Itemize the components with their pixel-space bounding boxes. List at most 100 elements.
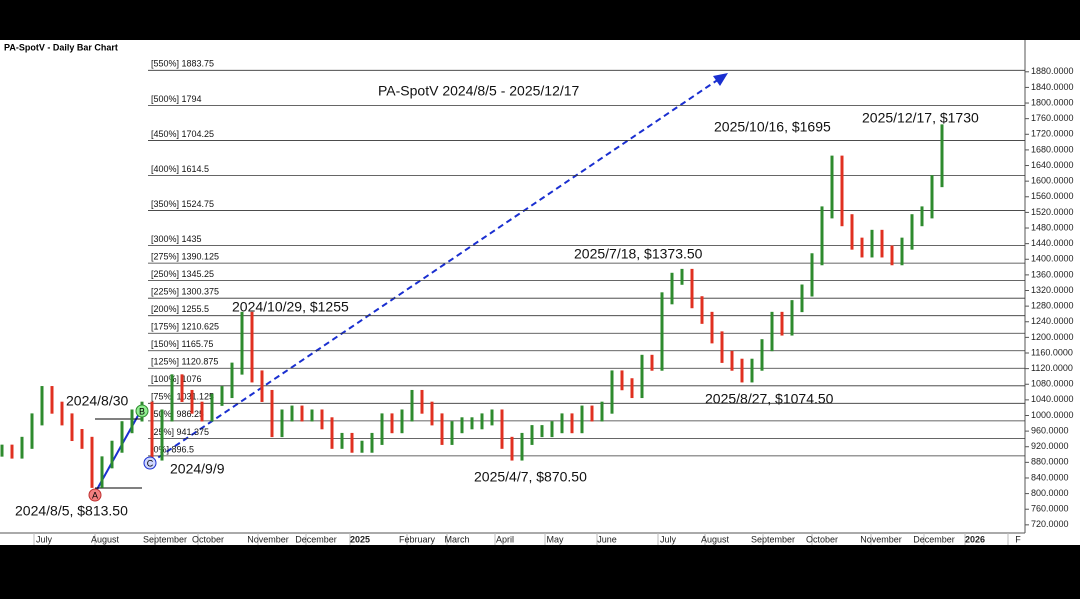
price-bar	[880, 229, 884, 258]
price-bar	[320, 409, 324, 430]
annotation: 2024/10/29, $1255	[232, 299, 349, 315]
y-tick-label: 1680.0000	[1031, 144, 1074, 154]
price-bar	[160, 409, 164, 461]
price-bar	[640, 354, 644, 399]
x-tick-label: April	[496, 534, 514, 544]
price-bar	[540, 425, 544, 438]
price-bar	[40, 386, 44, 426]
y-tick-label: 920.0000	[1031, 441, 1069, 451]
y-tick-label: 720.0000	[1031, 519, 1069, 529]
chart-subtitle: PA-SpotV 2024/8/5 - 2025/12/17	[378, 83, 580, 99]
marker-a	[88, 488, 102, 502]
price-bar	[600, 401, 604, 422]
price-bar	[480, 413, 484, 430]
price-bar	[450, 421, 454, 445]
annotation: 2025/8/27, $1074.50	[705, 391, 834, 407]
y-tick-label: 1280.0000	[1031, 301, 1074, 311]
y-tick-label: 1320.0000	[1031, 285, 1074, 295]
price-bar	[260, 370, 264, 402]
price-bar	[610, 370, 614, 414]
price-bar	[470, 417, 474, 430]
price-bar	[110, 440, 114, 469]
price-bar	[850, 214, 854, 250]
price-bar	[760, 339, 764, 371]
y-tick-label: 1640.0000	[1031, 160, 1074, 170]
price-bar	[100, 456, 104, 488]
x-tick-label: September	[751, 534, 795, 544]
x-tick-label: February	[399, 534, 436, 544]
price-bar	[420, 389, 424, 414]
price-bar	[620, 370, 624, 391]
price-bar	[400, 409, 404, 434]
price-bar	[130, 409, 134, 434]
price-bar	[820, 206, 824, 266]
price-bar	[940, 124, 944, 188]
y-tick-label: 1160.0000	[1031, 347, 1073, 357]
price-bar	[170, 374, 174, 422]
x-tick-label: July	[660, 534, 677, 544]
y-tick-label: 1880.0000	[1031, 66, 1074, 76]
fib-label: [450%] 1704.25	[151, 129, 214, 139]
x-tick-label: October	[192, 534, 224, 544]
chart-title: PA-SpotV - Daily Bar Chart	[4, 42, 118, 52]
fib-label: [25%] 941.375	[151, 427, 209, 437]
x-tick-label: June	[597, 534, 617, 544]
y-tick-label: 1720.0000	[1031, 129, 1074, 139]
y-tick-label: 840.0000	[1031, 472, 1069, 482]
price-bar	[30, 413, 34, 449]
price-bar	[220, 386, 224, 406]
price-bar	[120, 421, 124, 453]
x-tick-label: 2025	[350, 534, 370, 544]
price-bar	[200, 401, 204, 422]
price-bar	[530, 425, 534, 445]
y-tick-label: 800.0000	[1031, 488, 1069, 498]
price-bar	[10, 444, 14, 459]
y-tick-label: 1040.0000	[1031, 394, 1074, 404]
price-bar	[630, 378, 634, 399]
y-tick-label: 1360.0000	[1031, 269, 1074, 279]
x-tick-label: November	[247, 534, 289, 544]
price-bar	[810, 253, 814, 297]
y-tick-label: 1200.0000	[1031, 332, 1074, 342]
y-tick-label: 960.0000	[1031, 425, 1069, 435]
x-tick-label: August	[701, 534, 730, 544]
annotation: 2025/7/18, $1373.50	[574, 246, 703, 262]
price-bar	[230, 362, 234, 399]
marker-b	[135, 404, 149, 418]
y-tick-label: 1560.0000	[1031, 191, 1074, 201]
price-bar	[570, 413, 574, 434]
price-bar	[360, 440, 364, 453]
price-bar	[560, 413, 564, 434]
y-tick-label: 1600.0000	[1031, 176, 1074, 186]
price-bar	[750, 358, 754, 383]
price-bar	[780, 311, 784, 336]
marker-label: A	[92, 490, 98, 500]
marker-label: C	[147, 458, 154, 468]
price-bar	[800, 284, 804, 313]
y-tick-label: 1440.0000	[1031, 238, 1074, 248]
projection-arrow	[149, 76, 723, 464]
annotation: 2025/4/7, $870.50	[474, 469, 587, 485]
fib-label: [0%] 896.5	[151, 444, 194, 454]
price-bar	[440, 413, 444, 445]
price-bar	[20, 436, 24, 459]
price-bar	[900, 237, 904, 266]
price-bar	[430, 401, 434, 426]
price-bar	[390, 413, 394, 434]
annotation: 2024/8/5, $813.50	[15, 503, 128, 519]
fib-label: [400%] 1614.5	[151, 164, 209, 174]
price-bar	[270, 389, 274, 438]
y-tick-label: 1480.0000	[1031, 222, 1074, 232]
price-bar	[580, 405, 584, 434]
x-tick-label: December	[913, 534, 955, 544]
marker-c	[143, 456, 157, 470]
price-bar	[870, 229, 874, 258]
fib-label: [350%] 1524.75	[151, 199, 214, 209]
price-bar	[670, 272, 674, 305]
price-bar	[50, 386, 54, 414]
price-bar	[920, 206, 924, 227]
marker-label: B	[139, 406, 145, 416]
price-bar	[330, 417, 334, 449]
price-bar	[300, 405, 304, 422]
x-tick-label: May	[546, 534, 564, 544]
